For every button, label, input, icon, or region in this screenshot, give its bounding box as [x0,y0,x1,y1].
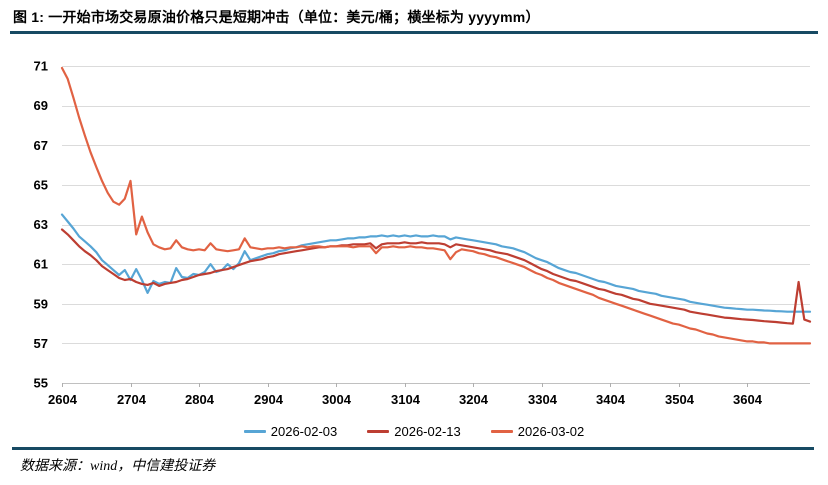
series-line-2026-02-03 [60,213,812,313]
futures-curve-plot-area: 55 57 59 61 63 65 67 69 71 2604 2704 2804 2904 3004 31… [34,59,812,407]
x-tick-label-2804: 2804 [185,392,215,407]
x-tick-label-2604: 2604 [48,392,78,407]
legend-label-2026-02-13: 2026-02-13 [394,424,461,439]
legend-swatch-2026-03-02 [490,430,513,433]
y-tick-label-61: 61 [34,257,48,272]
x-tick-label-3004: 3004 [322,392,352,407]
figure-title: 图 1: 一开始市场交易原油价格只是短期冲击（单位：美元/桶；横坐标为 yyyy… [13,9,540,25]
x-tick-label-3204: 3204 [459,392,489,407]
y-tick-label-67: 67 [34,138,48,153]
data-source-note: 数据来源：wind，中信建投证券 [20,459,216,474]
x-tick-label-3604: 3604 [733,392,763,407]
y-tick-label-57: 57 [34,336,48,351]
x-tick-label-2704: 2704 [117,392,147,407]
x-tick-label-3304: 3304 [528,392,558,407]
legend-swatch-2026-02-03 [243,430,266,433]
y-tick-label-63: 63 [34,217,48,232]
y-tick-label-69: 69 [34,98,48,113]
x-tick-label-3104: 3104 [391,392,421,407]
x-tick-label-2904: 2904 [254,392,284,407]
y-tick-label-59: 59 [34,296,48,311]
legend-label-2026-02-03: 2026-02-03 [270,424,338,439]
title-separator-rule [10,31,818,34]
y-tick-label-55: 55 [34,376,48,391]
series-line-2026-02-13 [60,228,812,325]
x-tick-label-3404: 3404 [596,392,626,407]
legend-swatch-2026-02-13 [367,430,390,433]
y-tick-label-71: 71 [34,59,48,74]
legend-label-2026-03-02: 2026-03-02 [517,424,585,439]
y-tick-label-65: 65 [34,177,48,192]
legend-item-2026-03-02: 2026-03-02 [490,424,585,439]
chart-legend: 2026-02-03 2026-02-13 2026-03-02 [0,424,828,439]
legend-item-2026-02-13: 2026-02-13 [367,424,461,439]
legend-item-2026-02-03: 2026-02-03 [243,424,338,439]
x-tick-label-3504: 3504 [665,392,695,407]
series-line-2026-03-02 [60,66,812,345]
footer-separator-rule [12,447,814,450]
